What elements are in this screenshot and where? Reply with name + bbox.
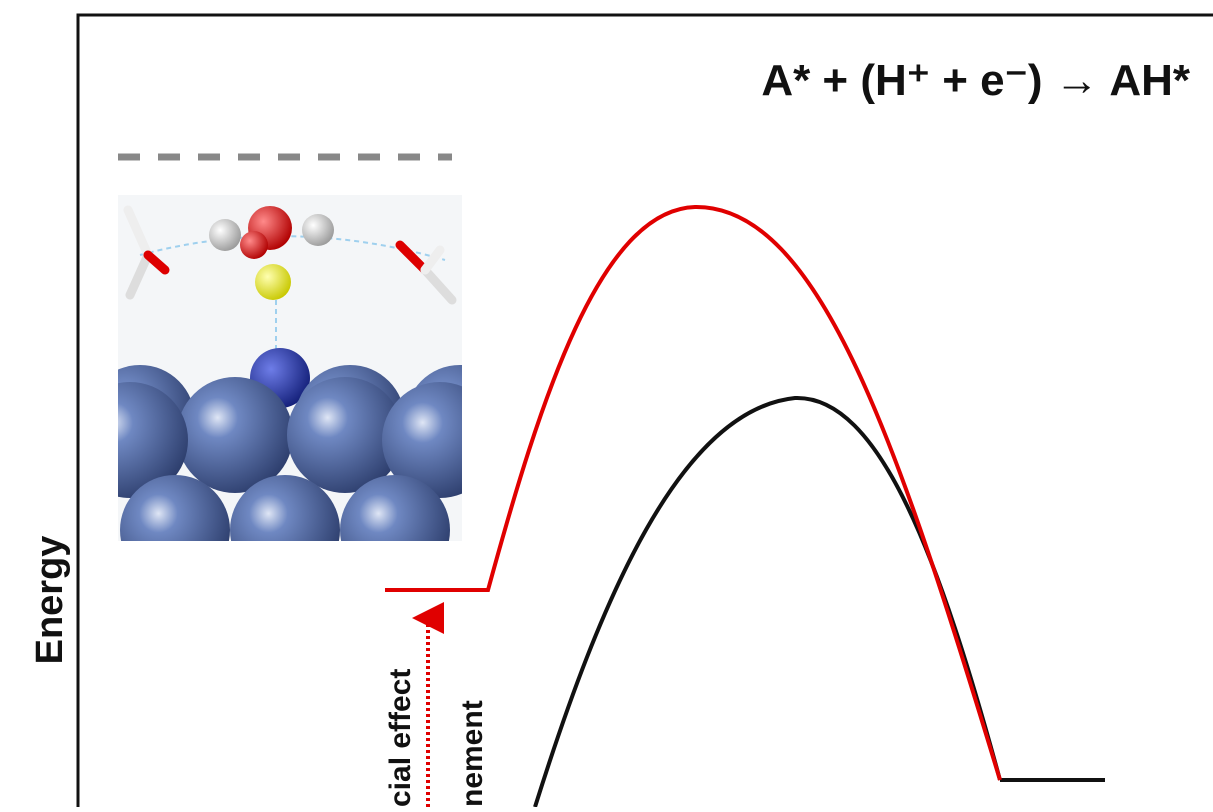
annotation: nement	[456, 700, 489, 807]
black-curve	[535, 398, 1000, 807]
annotation: cial effect	[384, 669, 417, 807]
page: {"title": "A* + (H⁺ + e⁻) → AH*", "axis_…	[0, 0, 1213, 807]
axis-label: Energy	[29, 536, 71, 665]
inset-structure	[72, 195, 515, 585]
energy-diagram: A* + (H⁺ + e⁻) → AH* Energy	[0, 0, 1213, 807]
red-curve	[385, 207, 1000, 780]
title: A* + (H⁺ + e⁻) → AH*	[761, 56, 1191, 105]
